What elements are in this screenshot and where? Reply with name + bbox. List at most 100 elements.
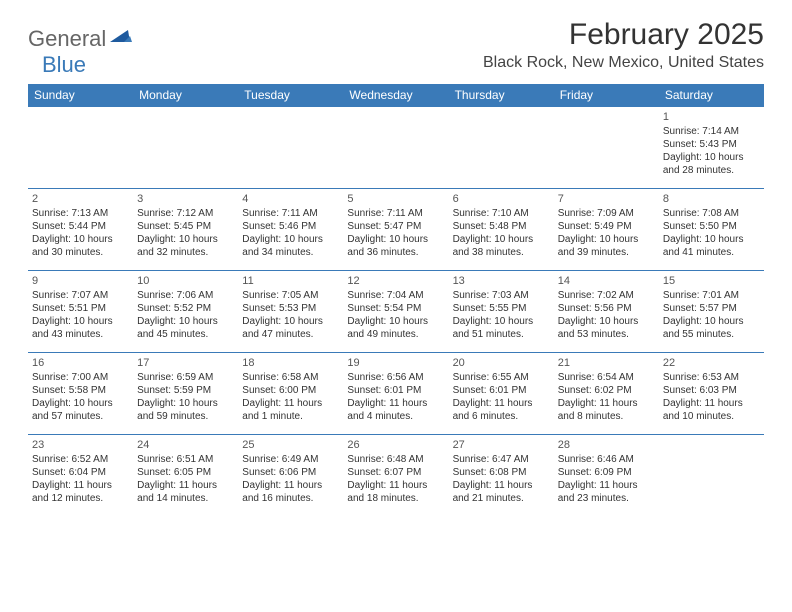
calendar-day-cell: 15Sunrise: 7:01 AMSunset: 5:57 PMDayligh… xyxy=(659,271,764,353)
weekday-header: Sunday xyxy=(28,84,133,107)
calendar-day-cell: 5Sunrise: 7:11 AMSunset: 5:47 PMDaylight… xyxy=(343,189,448,271)
calendar-day-cell: 1Sunrise: 7:14 AMSunset: 5:43 PMDaylight… xyxy=(659,107,764,189)
daylight-text: and 49 minutes. xyxy=(347,328,444,341)
sunrise-text: Sunrise: 7:04 AM xyxy=(347,289,444,302)
sunset-text: Sunset: 5:44 PM xyxy=(32,220,129,233)
sunset-text: Sunset: 5:55 PM xyxy=(453,302,550,315)
daylight-text: and 4 minutes. xyxy=(347,410,444,423)
day-number: 27 xyxy=(453,438,550,452)
calendar-day-cell: 25Sunrise: 6:49 AMSunset: 6:06 PMDayligh… xyxy=(238,435,343,517)
calendar-day-cell: 18Sunrise: 6:58 AMSunset: 6:00 PMDayligh… xyxy=(238,353,343,435)
sunset-text: Sunset: 5:46 PM xyxy=(242,220,339,233)
daylight-text: and 28 minutes. xyxy=(663,164,760,177)
daylight-text: Daylight: 11 hours xyxy=(453,397,550,410)
calendar-day-cell xyxy=(449,107,554,189)
calendar-day-cell xyxy=(659,435,764,517)
daylight-text: Daylight: 10 hours xyxy=(453,315,550,328)
daylight-text: and 43 minutes. xyxy=(32,328,129,341)
daylight-text: and 12 minutes. xyxy=(32,492,129,505)
sunset-text: Sunset: 6:06 PM xyxy=(242,466,339,479)
calendar-table: Sunday Monday Tuesday Wednesday Thursday… xyxy=(28,84,764,517)
day-number: 17 xyxy=(137,356,234,370)
brand-logo: General xyxy=(28,26,136,52)
daylight-text: Daylight: 11 hours xyxy=(558,397,655,410)
calendar-day-cell: 10Sunrise: 7:06 AMSunset: 5:52 PMDayligh… xyxy=(133,271,238,353)
day-number: 23 xyxy=(32,438,129,452)
day-number: 20 xyxy=(453,356,550,370)
daylight-text: Daylight: 10 hours xyxy=(32,233,129,246)
weekday-header: Tuesday xyxy=(238,84,343,107)
brand-text-2: Blue xyxy=(42,52,86,78)
sunrise-text: Sunrise: 6:56 AM xyxy=(347,371,444,384)
day-number: 22 xyxy=(663,356,760,370)
calendar-day-cell xyxy=(554,107,659,189)
sunrise-text: Sunrise: 6:53 AM xyxy=(663,371,760,384)
daylight-text: Daylight: 11 hours xyxy=(32,479,129,492)
daylight-text: and 57 minutes. xyxy=(32,410,129,423)
daylight-text: and 18 minutes. xyxy=(347,492,444,505)
daylight-text: and 21 minutes. xyxy=(453,492,550,505)
daylight-text: Daylight: 10 hours xyxy=(137,315,234,328)
sunrise-text: Sunrise: 6:51 AM xyxy=(137,453,234,466)
calendar-day-cell: 12Sunrise: 7:04 AMSunset: 5:54 PMDayligh… xyxy=(343,271,448,353)
calendar-day-cell: 20Sunrise: 6:55 AMSunset: 6:01 PMDayligh… xyxy=(449,353,554,435)
sunrise-text: Sunrise: 7:07 AM xyxy=(32,289,129,302)
day-number: 4 xyxy=(242,192,339,206)
sunset-text: Sunset: 5:45 PM xyxy=(137,220,234,233)
sunset-text: Sunset: 5:48 PM xyxy=(453,220,550,233)
day-number: 13 xyxy=(453,274,550,288)
day-number: 15 xyxy=(663,274,760,288)
day-number: 7 xyxy=(558,192,655,206)
daylight-text: Daylight: 11 hours xyxy=(347,479,444,492)
daylight-text: and 36 minutes. xyxy=(347,246,444,259)
calendar-day-cell: 28Sunrise: 6:46 AMSunset: 6:09 PMDayligh… xyxy=(554,435,659,517)
calendar-week-row: 2Sunrise: 7:13 AMSunset: 5:44 PMDaylight… xyxy=(28,189,764,271)
calendar-day-cell: 11Sunrise: 7:05 AMSunset: 5:53 PMDayligh… xyxy=(238,271,343,353)
day-number: 12 xyxy=(347,274,444,288)
daylight-text: Daylight: 11 hours xyxy=(242,397,339,410)
day-number: 10 xyxy=(137,274,234,288)
sunset-text: Sunset: 5:51 PM xyxy=(32,302,129,315)
sunrise-text: Sunrise: 7:11 AM xyxy=(347,207,444,220)
sunrise-text: Sunrise: 7:03 AM xyxy=(453,289,550,302)
sunrise-text: Sunrise: 7:14 AM xyxy=(663,125,760,138)
sunset-text: Sunset: 6:01 PM xyxy=(347,384,444,397)
calendar-day-cell: 27Sunrise: 6:47 AMSunset: 6:08 PMDayligh… xyxy=(449,435,554,517)
day-number: 14 xyxy=(558,274,655,288)
calendar-day-cell: 7Sunrise: 7:09 AMSunset: 5:49 PMDaylight… xyxy=(554,189,659,271)
sunset-text: Sunset: 5:54 PM xyxy=(347,302,444,315)
calendar-week-row: 16Sunrise: 7:00 AMSunset: 5:58 PMDayligh… xyxy=(28,353,764,435)
day-number: 3 xyxy=(137,192,234,206)
day-number: 8 xyxy=(663,192,760,206)
sunrise-text: Sunrise: 6:58 AM xyxy=(242,371,339,384)
daylight-text: Daylight: 11 hours xyxy=(137,479,234,492)
sunrise-text: Sunrise: 7:00 AM xyxy=(32,371,129,384)
sunrise-text: Sunrise: 7:08 AM xyxy=(663,207,760,220)
day-number: 18 xyxy=(242,356,339,370)
calendar-day-cell: 4Sunrise: 7:11 AMSunset: 5:46 PMDaylight… xyxy=(238,189,343,271)
daylight-text: and 32 minutes. xyxy=(137,246,234,259)
calendar-day-cell xyxy=(343,107,448,189)
calendar-day-cell: 14Sunrise: 7:02 AMSunset: 5:56 PMDayligh… xyxy=(554,271,659,353)
brand-flag-icon xyxy=(110,28,134,51)
day-number: 26 xyxy=(347,438,444,452)
sunset-text: Sunset: 6:02 PM xyxy=(558,384,655,397)
calendar-page: General February 2025 Black Rock, New Me… xyxy=(0,0,792,517)
sunrise-text: Sunrise: 7:12 AM xyxy=(137,207,234,220)
daylight-text: and 6 minutes. xyxy=(453,410,550,423)
daylight-text: Daylight: 10 hours xyxy=(242,315,339,328)
calendar-day-cell: 24Sunrise: 6:51 AMSunset: 6:05 PMDayligh… xyxy=(133,435,238,517)
daylight-text: and 51 minutes. xyxy=(453,328,550,341)
sunrise-text: Sunrise: 6:47 AM xyxy=(453,453,550,466)
daylight-text: Daylight: 11 hours xyxy=(347,397,444,410)
sunset-text: Sunset: 6:04 PM xyxy=(32,466,129,479)
daylight-text: Daylight: 11 hours xyxy=(453,479,550,492)
calendar-day-cell: 16Sunrise: 7:00 AMSunset: 5:58 PMDayligh… xyxy=(28,353,133,435)
weekday-header: Saturday xyxy=(659,84,764,107)
location-text: Black Rock, New Mexico, United States xyxy=(483,54,764,72)
daylight-text: Daylight: 10 hours xyxy=(453,233,550,246)
daylight-text: and 1 minute. xyxy=(242,410,339,423)
sunset-text: Sunset: 6:07 PM xyxy=(347,466,444,479)
sunset-text: Sunset: 5:53 PM xyxy=(242,302,339,315)
daylight-text: and 39 minutes. xyxy=(558,246,655,259)
